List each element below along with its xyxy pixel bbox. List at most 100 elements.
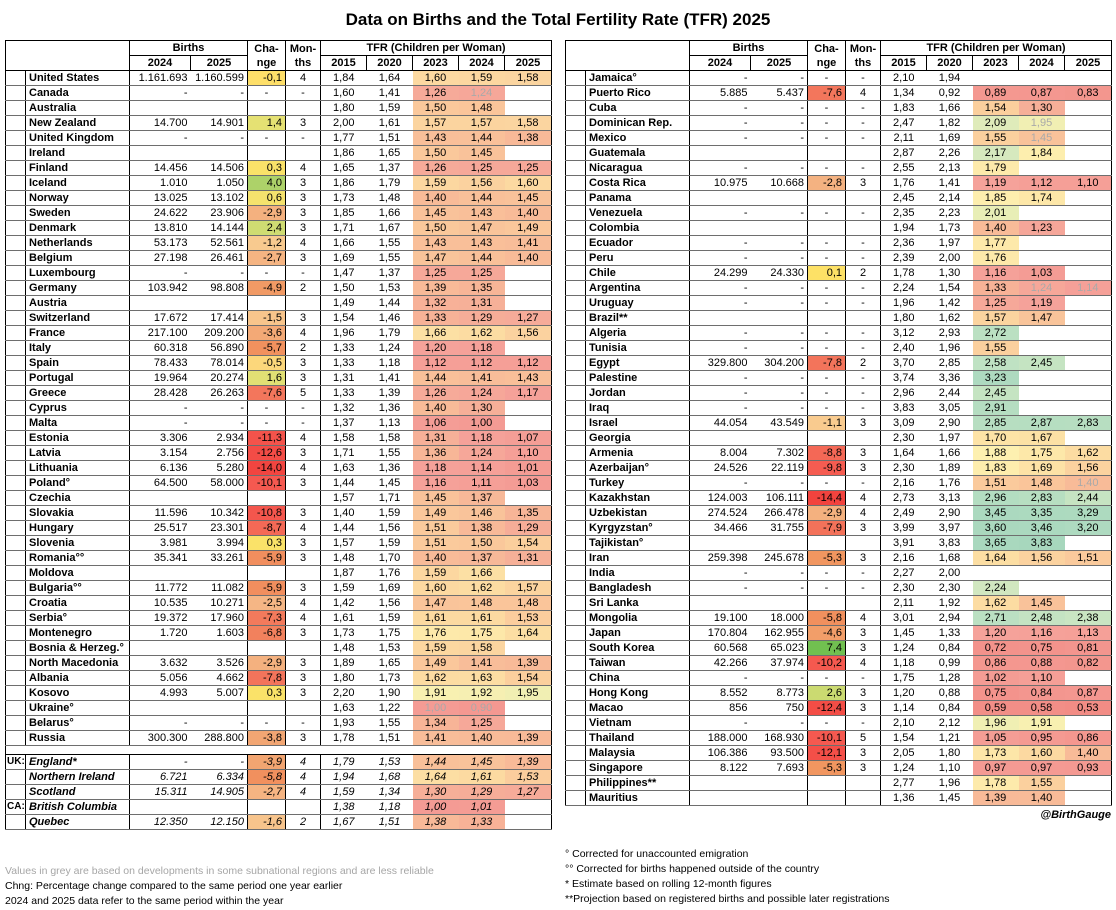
tfr-2025 <box>504 700 552 716</box>
tfr-2020: 1,48 <box>366 190 413 206</box>
tfr-2015: 1,69 <box>320 250 367 266</box>
months-count: 2 <box>845 355 881 371</box>
row-prefix <box>5 340 26 356</box>
tfr-2024: 1,40 <box>1018 790 1065 806</box>
country-name: Scotland <box>25 784 130 800</box>
tfr-2015: 1,50 <box>320 280 367 296</box>
change-pct: - <box>807 580 846 596</box>
tfr-2024: 1,37 <box>458 490 505 506</box>
country-name: Finland <box>25 160 130 176</box>
tfr-2025 <box>1064 205 1112 221</box>
tfr-2015: 2,87 <box>880 145 927 161</box>
births-2025: - <box>750 235 808 251</box>
births-2025: 78.014 <box>190 355 248 371</box>
table-row: Mexico - - - -2,11 1,69 1,55 1,45 <box>565 130 1112 146</box>
change-pct: -3,6 <box>247 325 286 341</box>
births-2025: 18.000 <box>750 610 808 626</box>
country-name: Sri Lanka <box>585 595 690 611</box>
change-pct: -5,3 <box>807 550 846 566</box>
tfr-2023: 1,30 <box>412 784 459 800</box>
births-2025: 17.414 <box>190 310 248 326</box>
tfr-2023: 2,01 <box>972 205 1019 221</box>
row-prefix <box>5 595 26 611</box>
tfr-2025: 1,03 <box>504 475 552 491</box>
country-name: Guatemala <box>585 145 690 161</box>
tfr-2024: 1,47 <box>1018 310 1065 326</box>
tfr-2015: 2,40 <box>880 340 927 356</box>
tfr-2024: 1,31 <box>458 295 505 311</box>
births-2024: 13.025 <box>129 190 191 206</box>
months-count: - <box>845 715 881 731</box>
tfr-2024: 1,41 <box>458 370 505 386</box>
months-count: - <box>845 250 881 266</box>
tfr-2024: 0,87 <box>1018 85 1065 101</box>
change-pct: -7,9 <box>807 520 846 536</box>
tfr-2015: 2,47 <box>880 115 927 131</box>
tfr-2020: 1,51 <box>366 730 413 746</box>
country-name: Hungary <box>25 520 130 536</box>
tfr-2020: 2,85 <box>926 355 973 371</box>
row-prefix <box>565 295 586 311</box>
tfr-2015: 1,47 <box>320 265 367 281</box>
change-pct: 1,4 <box>247 115 286 131</box>
tfr-2015: 1,71 <box>320 220 367 236</box>
months-count: - <box>845 340 881 356</box>
tfr-2020: 1,24 <box>366 340 413 356</box>
births-2025: - <box>750 70 808 86</box>
tfr-2015: 1,57 <box>320 535 367 551</box>
tfr-2023: 1,76 <box>412 625 459 641</box>
country-name: Macao <box>585 700 690 716</box>
row-prefix <box>5 445 26 461</box>
col-births-2024: 2024 <box>689 55 751 71</box>
tfr-2023: 1,39 <box>972 790 1019 806</box>
country-name: Armenia <box>585 445 690 461</box>
col-tfr-2025: 2025 <box>1063 55 1113 71</box>
table-row: Jamaica° - - - -2,10 1,94 <box>565 70 1112 86</box>
births-2025: - <box>750 715 808 731</box>
tfr-2023: 2,71 <box>972 610 1019 626</box>
tfr-2025: 1,53 <box>504 610 552 626</box>
births-2024: 19.100 <box>689 610 751 626</box>
tfr-2020: 1,55 <box>366 250 413 266</box>
tfr-2023: 3,23 <box>972 370 1019 386</box>
country-name: Costa Rica <box>585 175 690 191</box>
change-pct: -3,9 <box>247 754 286 770</box>
table-row: Latvia 3.154 2.756 -12,6 3 1,71 1,55 1,36 1,24 1,… <box>5 445 552 461</box>
col-tfr-2024: 2024 <box>1018 55 1065 71</box>
tfr-2020: 0,84 <box>926 700 973 716</box>
tfr-2015: 1,48 <box>320 640 367 656</box>
births-2025 <box>190 145 248 161</box>
tfr-2025: 1,95 <box>504 685 552 701</box>
change-pct: 4,0 <box>247 175 286 191</box>
births-2025: - <box>750 580 808 596</box>
tfr-2015: 2,10 <box>880 715 927 731</box>
tfr-2023: 3,45 <box>972 505 1019 521</box>
change-pct <box>807 790 846 806</box>
change-pct: - <box>807 250 846 266</box>
change-pct: -7,8 <box>807 355 846 371</box>
page-title: Data on Births and the Total Fertility R… <box>345 10 771 29</box>
change-pct: - <box>807 475 846 491</box>
tfr-2024: 1,43 <box>458 235 505 251</box>
change-pct <box>807 220 846 236</box>
tfr-2015: 1,94 <box>880 220 927 236</box>
births-2024 <box>129 145 191 161</box>
tfr-2024: 1,95 <box>1018 115 1065 131</box>
row-prefix <box>565 100 586 116</box>
tfr-2025 <box>1064 130 1112 146</box>
table-row: Czechia 1,57 1,71 1,45 1,37 <box>5 490 552 506</box>
tfr-2015: 2,16 <box>880 475 927 491</box>
tfr-2023: 1,50 <box>412 220 459 236</box>
tfr-2020: 1,37 <box>366 265 413 281</box>
tfr-2023: 1,54 <box>972 100 1019 116</box>
table-row: Venezuela - - - -2,35 2,23 2,01 <box>565 205 1112 221</box>
change-pct: - <box>807 70 846 86</box>
births-2024: 259.398 <box>689 550 751 566</box>
row-prefix <box>565 280 586 296</box>
col-tfr-2025: 2025 <box>503 55 553 71</box>
months-count <box>285 640 321 656</box>
col-group-births: Births <box>129 40 248 56</box>
births-2024: 5.056 <box>129 670 191 686</box>
tfr-2020: 1,68 <box>926 550 973 566</box>
births-2024: 11.596 <box>129 505 191 521</box>
